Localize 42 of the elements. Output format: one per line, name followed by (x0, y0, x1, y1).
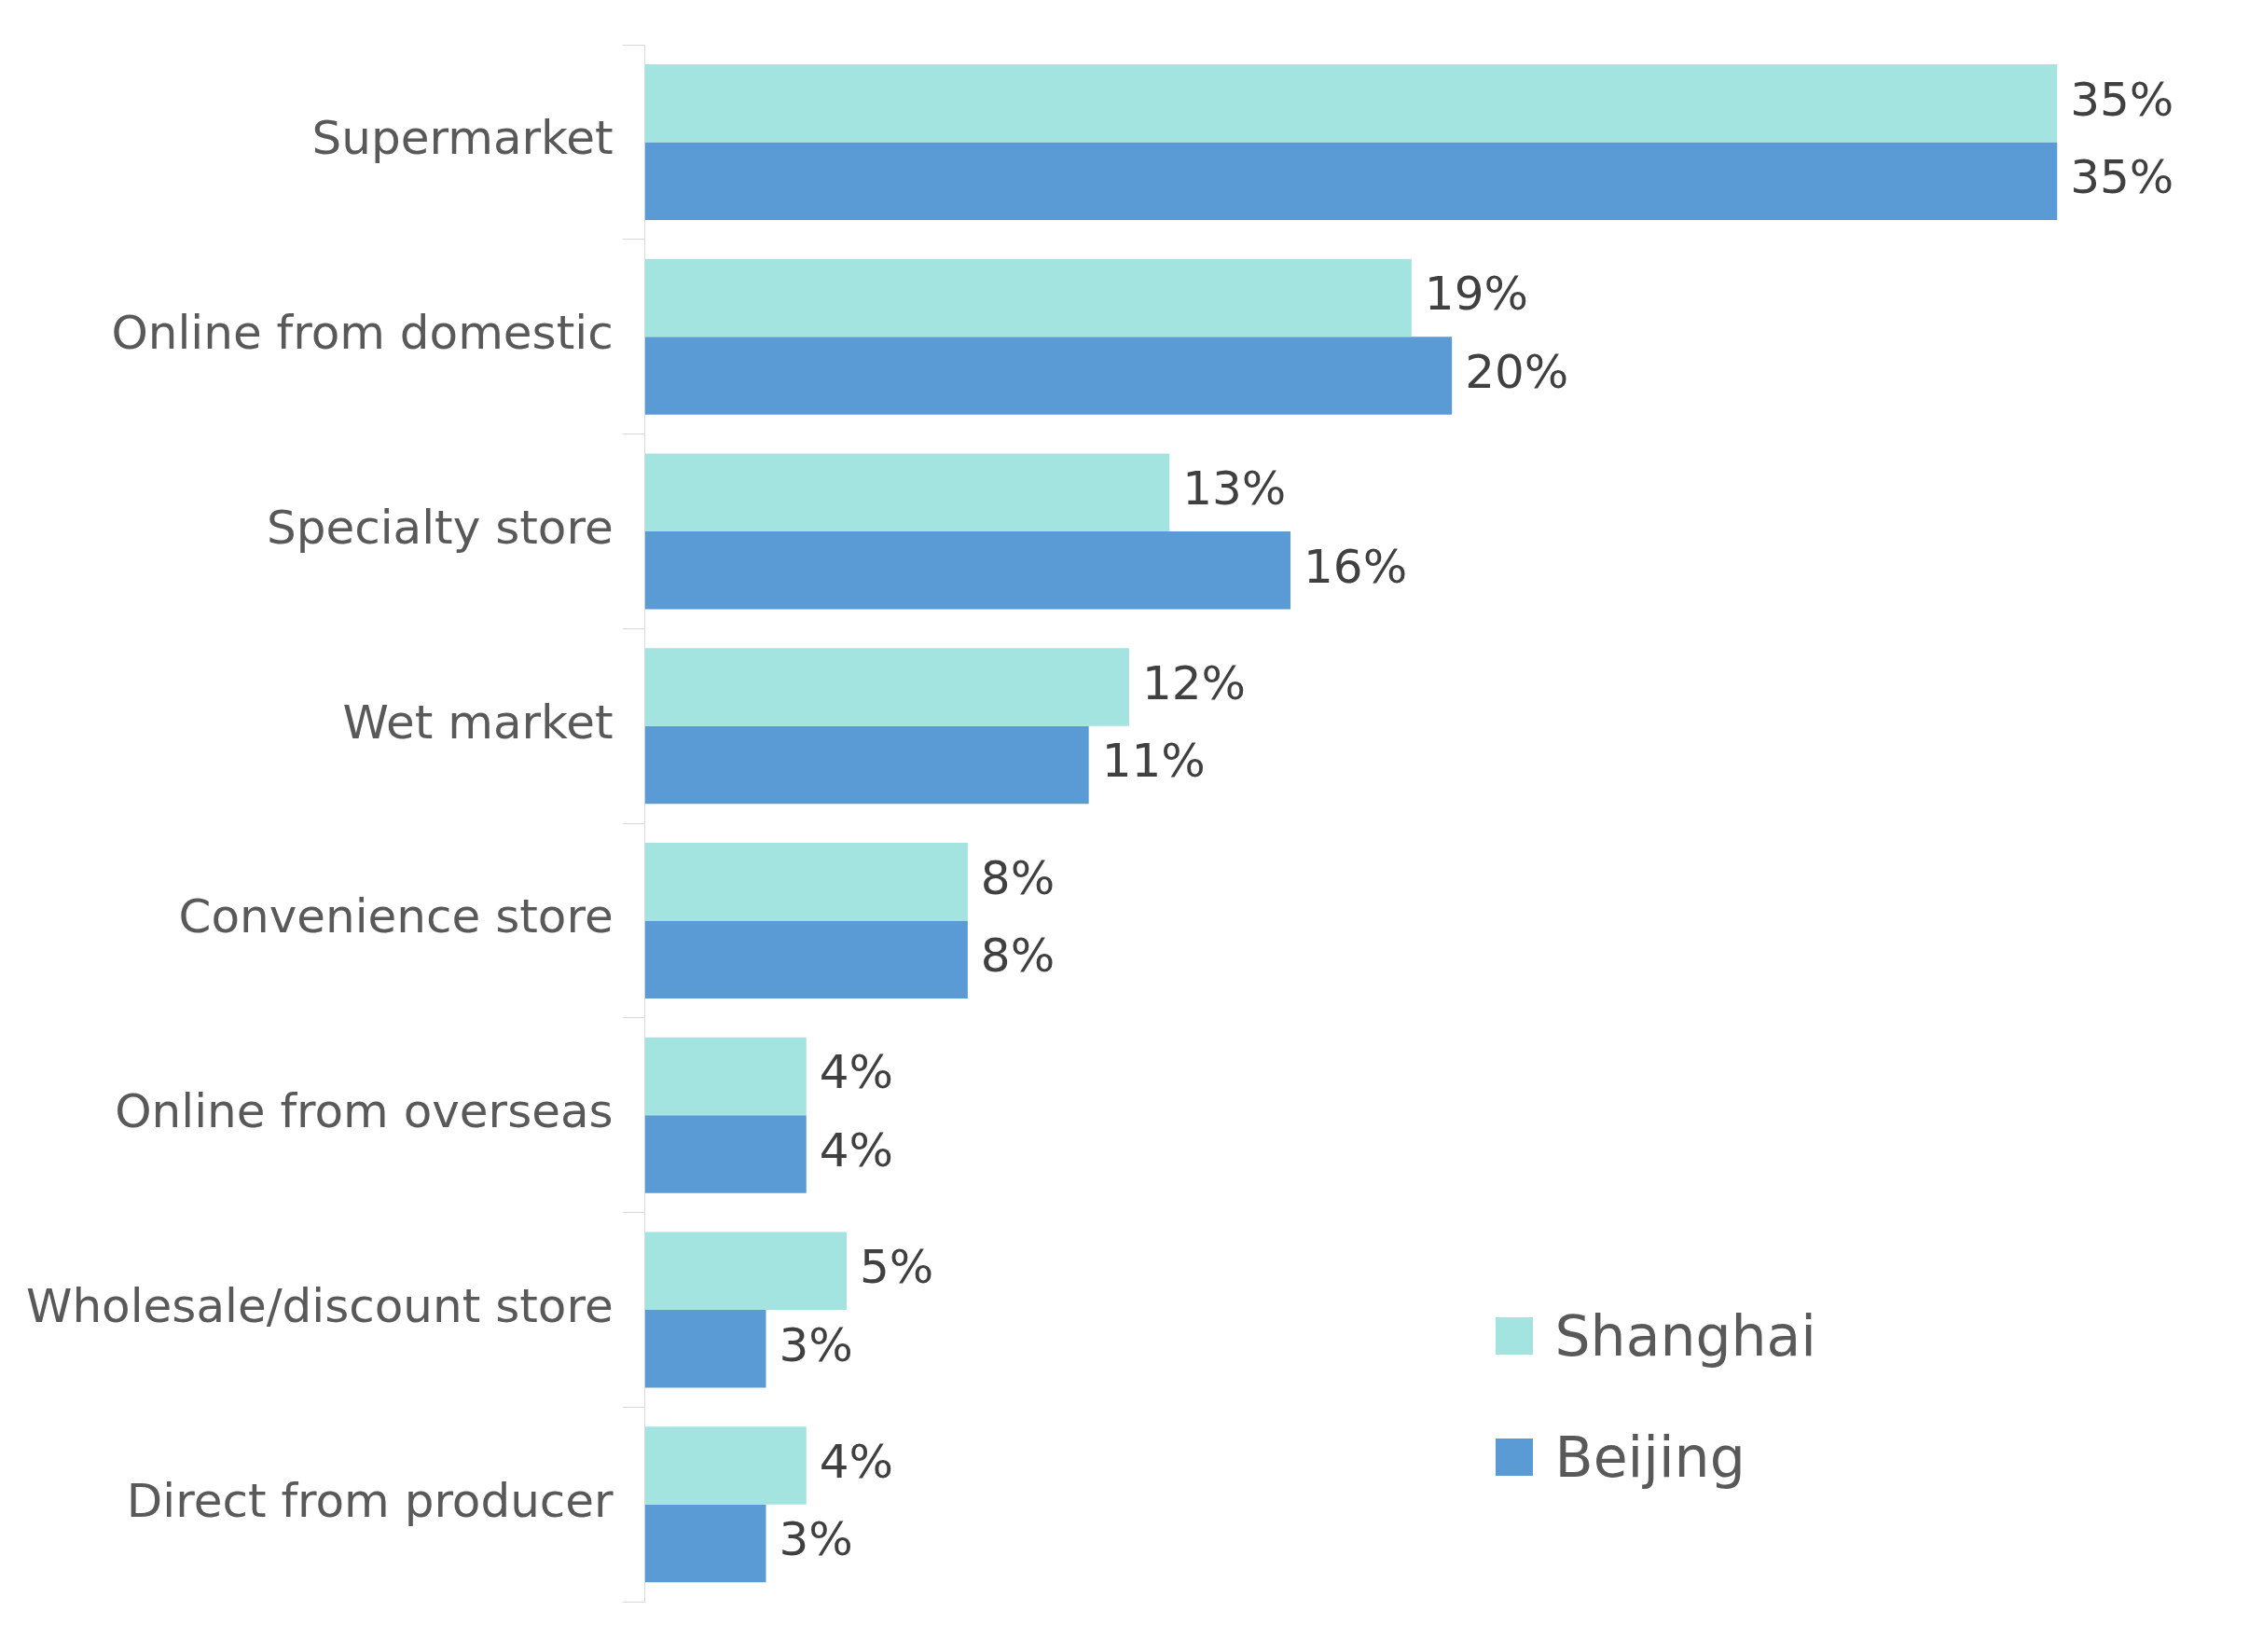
y-tick-label: Supermarket (311, 111, 614, 166)
bar (644, 842, 968, 921)
data-label: 5% (860, 1240, 934, 1295)
y-tick-label: Wholesale/discount store (25, 1278, 614, 1333)
data-label: 8% (980, 850, 1056, 905)
legend-label: Shanghai (1554, 1303, 1816, 1369)
y-tick-label: Wet market (342, 695, 614, 750)
data-label: 19% (1424, 267, 1529, 322)
bar (644, 142, 2058, 220)
bar (644, 648, 1129, 726)
data-label: 3% (779, 1317, 853, 1372)
y-tick-label: Online from overseas (115, 1084, 614, 1139)
y-tick-label: Specialty store (266, 500, 614, 555)
bar (644, 1504, 766, 1583)
bar (644, 920, 968, 998)
y-tick-label: Online from domestic (111, 306, 614, 361)
bar (644, 530, 1291, 610)
bar (644, 1232, 848, 1310)
data-label: 16% (1304, 539, 1408, 594)
data-label: 4% (819, 1434, 894, 1489)
data-label: 35% (2070, 72, 2174, 127)
bar (644, 1037, 807, 1116)
data-label: 12% (1141, 655, 1247, 710)
bar (644, 453, 1170, 531)
data-label: 20% (1465, 344, 1569, 399)
data-label: 35% (2070, 150, 2174, 205)
data-label: 11% (1101, 734, 1206, 789)
y-tick-label: Direct from producer (126, 1473, 614, 1528)
bar (644, 1115, 807, 1193)
bar (644, 337, 1453, 415)
data-label: 4% (819, 1045, 894, 1100)
data-label: 13% (1182, 461, 1287, 516)
bar (644, 258, 1412, 337)
data-label: 4% (819, 1122, 894, 1177)
bar (644, 1309, 766, 1388)
bar (644, 63, 2058, 143)
data-label: 3% (779, 1512, 853, 1567)
bar (644, 1426, 807, 1505)
data-label: 8% (980, 929, 1056, 984)
legend-label: Beijing (1554, 1425, 1746, 1490)
y-tick-label: Convenience store (178, 889, 614, 944)
bar (644, 725, 1089, 805)
